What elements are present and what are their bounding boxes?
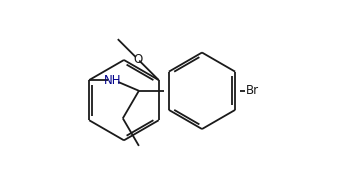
Text: Br: Br	[246, 84, 259, 97]
Text: NH: NH	[104, 74, 122, 87]
Text: O: O	[133, 53, 142, 65]
